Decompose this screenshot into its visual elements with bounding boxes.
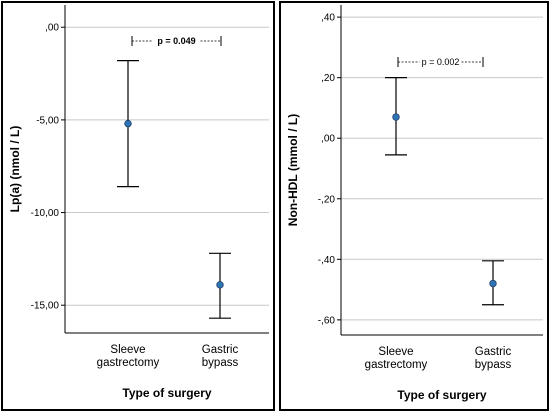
p-value-annotation: p = 0.049 bbox=[157, 36, 195, 46]
y-axis-label: Lp(a) (nmol / L) bbox=[8, 126, 22, 213]
lpa-chart-panel: ,00 -5,00 -10,00 -15,00 Sleeve gastrectomy Gas… bbox=[1, 1, 275, 411]
x-category-label: Gastric bypass bbox=[475, 346, 512, 371]
mean-point bbox=[216, 281, 224, 289]
y-tick-label: -,40 bbox=[318, 255, 336, 266]
x-category-label: Sleeve gastrectomy bbox=[97, 344, 160, 369]
x-axis-label: Type of surgery bbox=[122, 386, 211, 400]
y-tick-label: ,20 bbox=[321, 73, 335, 84]
x-axis-label: Type of surgery bbox=[397, 388, 486, 402]
non-hdl-chart-panel: ,40 ,20 ,00 -,20 -,40 -,60 Sleeve gastrectomy Ga… bbox=[279, 1, 549, 411]
y-tick-label: -10,00 bbox=[31, 208, 60, 219]
x-category-label: Gastric bypass bbox=[202, 344, 239, 369]
lpa-chart: ,00 -5,00 -10,00 -15,00 Sleeve gastrectomy Gas… bbox=[8, 5, 269, 400]
y-tick-label: -15,00 bbox=[31, 301, 60, 312]
non-hdl-chart: ,40 ,20 ,00 -,20 -,40 -,60 Sleeve gastrectomy Ga… bbox=[286, 5, 543, 402]
y-tick-label: ,00 bbox=[45, 23, 59, 34]
mean-point bbox=[124, 119, 132, 128]
p-value-annotation: p = 0.002 bbox=[422, 57, 460, 67]
mean-point bbox=[489, 279, 497, 288]
x-category-label: Sleeve gastrectomy bbox=[365, 346, 428, 371]
y-tick-label: -,60 bbox=[318, 315, 336, 326]
y-axis-label: Non-HDL (mmol / L) bbox=[286, 114, 300, 226]
mean-point bbox=[392, 113, 400, 121]
y-tick-label: ,00 bbox=[321, 134, 335, 145]
y-tick-label: -5,00 bbox=[36, 115, 59, 126]
y-tick-label: ,40 bbox=[321, 13, 335, 24]
y-tick-label: -,20 bbox=[318, 194, 336, 205]
